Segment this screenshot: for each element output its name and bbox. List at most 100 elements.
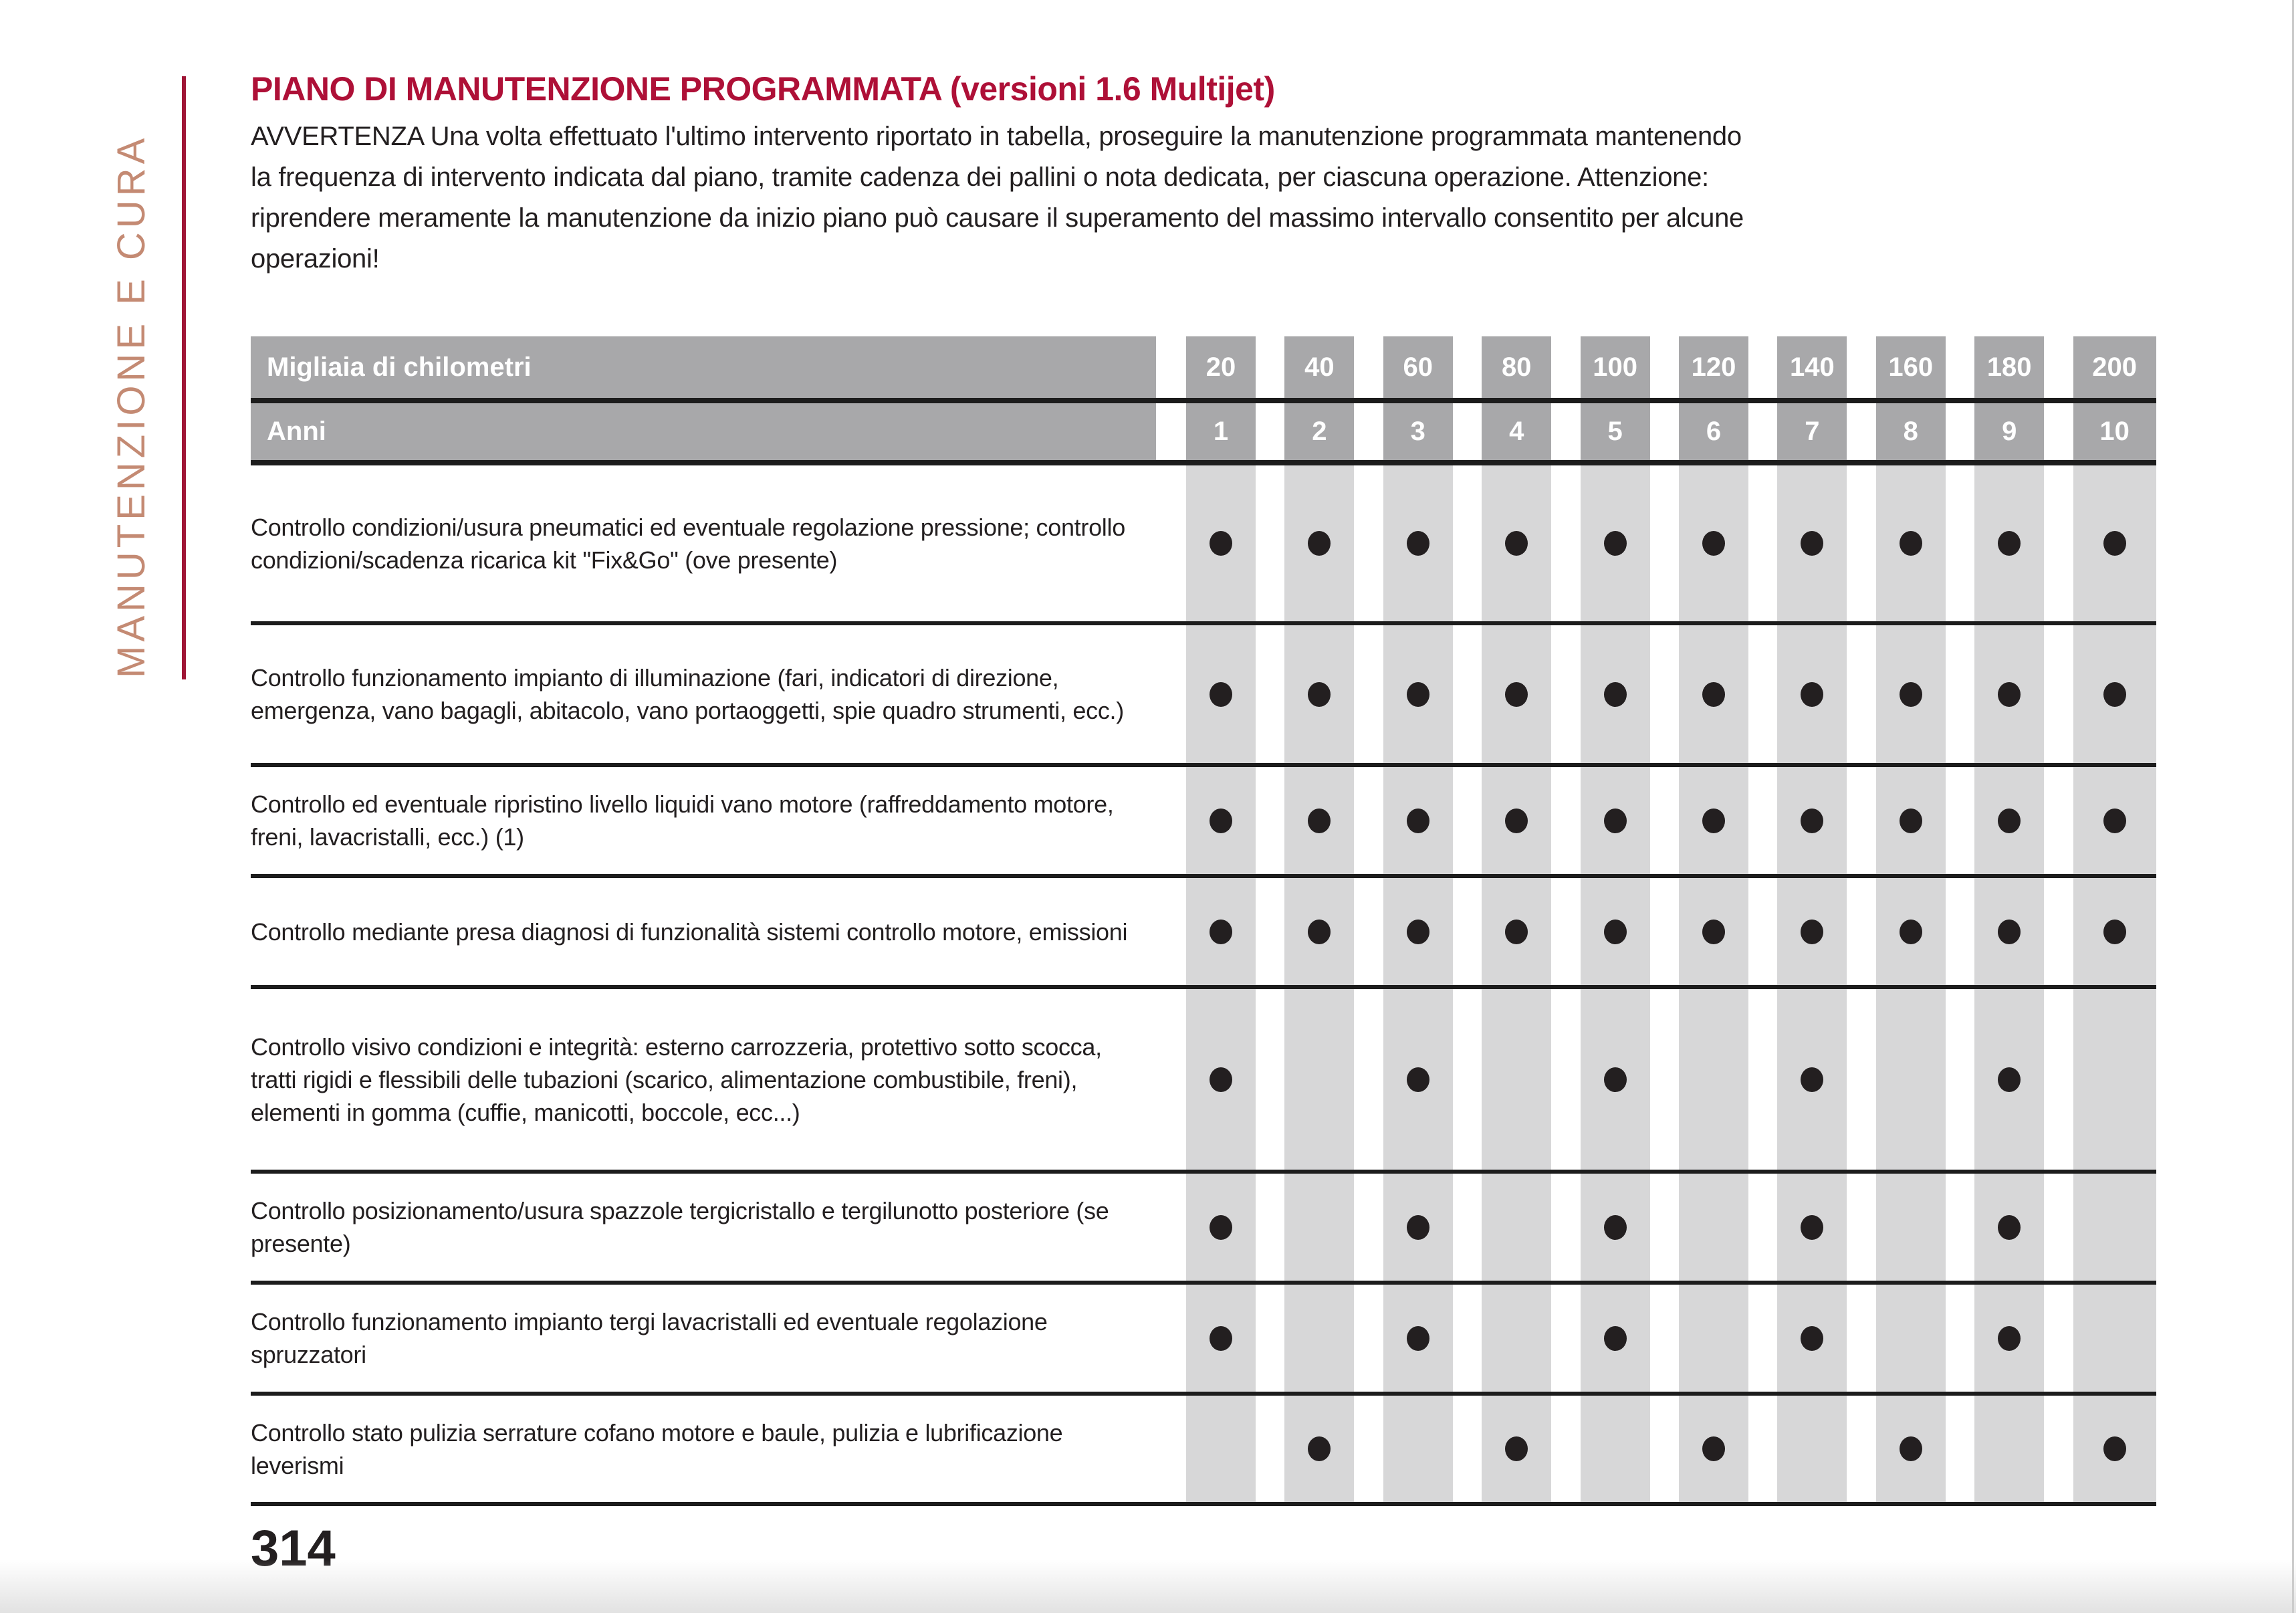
maintenance-dot [1406, 1214, 1429, 1240]
km-header-cell: 100 [1580, 336, 1650, 398]
warning-line: riprendere meramente la manutenzione da … [251, 203, 1744, 233]
maintenance-row-label: Controllo ed eventuale ripristino livell… [251, 790, 1114, 851]
page-right-edge [2292, 0, 2294, 1613]
maintenance-dot [1801, 808, 1824, 833]
year-header-cell: 1 [1186, 403, 1256, 460]
maintenance-dot [1505, 531, 1528, 556]
year-header-cell: 2 [1284, 403, 1355, 460]
maintenance-dot [1603, 1325, 1627, 1351]
maintenance-dot [1801, 919, 1824, 944]
maintenance-dot [1603, 1067, 1627, 1092]
page-title: PIANO DI MANUTENZIONE PROGRAMMATA (versi… [251, 70, 1275, 108]
maintenance-dot [1210, 1067, 1232, 1092]
table-body: Controllo condizioni/usura pneumatici ed… [251, 465, 2156, 1506]
maintenance-dot [1603, 681, 1627, 707]
maintenance-dot [1702, 919, 1725, 944]
maintenance-dot [1899, 531, 1922, 556]
maintenance-row-label: Controllo posizionamento/usura spazzole … [251, 1197, 1109, 1257]
year-header-cell: 4 [1482, 403, 1552, 460]
maintenance-dot [1998, 1067, 2021, 1092]
maintenance-dot [1406, 1325, 1429, 1351]
maintenance-dot [1702, 531, 1725, 556]
km-header-cell: 180 [1974, 336, 2045, 398]
year-header-cell: 6 [1679, 403, 1748, 460]
maintenance-dot [1210, 681, 1232, 707]
maintenance-row: Controllo condizioni/usura pneumatici ed… [251, 465, 2156, 625]
maintenance-dot [1899, 919, 1922, 944]
maintenance-dot [2103, 681, 2126, 707]
maintenance-dot [2103, 808, 2126, 833]
maintenance-dot [1505, 808, 1528, 833]
year-header-cell: 7 [1777, 403, 1847, 460]
year-header-cell: 3 [1383, 403, 1453, 460]
maintenance-dot [1801, 1067, 1824, 1092]
warning-line: operazioni! [251, 244, 380, 274]
maintenance-dot [1406, 681, 1429, 707]
km-header-cell: 200 [2073, 336, 2156, 398]
maintenance-row: Controllo visivo condizioni e integrità:… [251, 989, 2156, 1174]
sidebar-rule [182, 76, 186, 679]
maintenance-dot [1801, 1325, 1824, 1351]
maintenance-row-label: Controllo condizioni/usura pneumatici ed… [251, 513, 1125, 574]
maintenance-dot [1801, 681, 1824, 707]
maintenance-dot [1899, 681, 1922, 707]
maintenance-dot [1702, 808, 1725, 833]
maintenance-dot [1998, 919, 2021, 944]
km-header-cell: 140 [1777, 336, 1847, 398]
maintenance-dot [1406, 531, 1429, 556]
maintenance-dot [1505, 919, 1528, 944]
maintenance-dot [2103, 531, 2126, 556]
maintenance-dot [1308, 808, 1331, 833]
km-header-cell: 160 [1875, 336, 1946, 398]
maintenance-dot [1406, 1067, 1429, 1092]
km-header-cell: 60 [1383, 336, 1453, 398]
km-header-cell: 40 [1284, 336, 1355, 398]
section-sidebar-label: MANUTENZIONE E CURA [110, 134, 153, 678]
maintenance-row: Controllo funzionamento impianto di illu… [251, 625, 2156, 767]
warning-line: AVVERTENZA Una volta effettuato l'ultimo… [251, 122, 1742, 151]
maintenance-dot [1308, 681, 1331, 707]
maintenance-dot [1603, 1214, 1627, 1240]
maintenance-dot [1308, 531, 1331, 556]
maintenance-dot [1899, 1436, 1922, 1461]
maintenance-dot [1998, 808, 2021, 833]
maintenance-dot [1505, 681, 1528, 707]
maintenance-dot [1210, 919, 1232, 944]
maintenance-row-label: Controllo mediante presa diagnosi di fun… [251, 918, 1128, 946]
maintenance-dot [1998, 681, 2021, 707]
maintenance-dot [1998, 531, 2021, 556]
maintenance-dot [1210, 531, 1232, 556]
maintenance-dot [1210, 808, 1232, 833]
year-header-cell: 5 [1580, 403, 1650, 460]
maintenance-table: Migliaia di chilometri 20 40 60 80 100 120 140… [251, 336, 2156, 1506]
maintenance-row: Controllo funzionamento impianto tergi l… [251, 1285, 2156, 1396]
maintenance-dot [1406, 919, 1429, 944]
maintenance-dot [1603, 808, 1627, 833]
year-header-cell: 10 [2073, 403, 2156, 460]
maintenance-row: Controllo mediante presa diagnosi di fun… [251, 878, 2156, 989]
maintenance-dot [1505, 1436, 1528, 1461]
years-header-row: Anni 1 2 3 4 5 6 7 8 9 10 [251, 403, 2156, 465]
km-header-cell: 80 [1482, 336, 1552, 398]
km-header-cell: 20 [1186, 336, 1256, 398]
maintenance-row: Controllo ed eventuale ripristino livell… [251, 767, 2156, 878]
maintenance-row-label: Controllo funzionamento impianto di illu… [251, 664, 1124, 724]
km-header-row: Migliaia di chilometri 20 40 60 80 100 120 140… [251, 336, 2156, 403]
maintenance-row: Controllo stato pulizia serrature cofano… [251, 1396, 2156, 1506]
km-header-label: Migliaia di chilometri [251, 336, 1156, 398]
maintenance-dot [1899, 808, 1922, 833]
km-header-cell: 120 [1679, 336, 1748, 398]
maintenance-row-label: Controllo funzionamento impianto tergi l… [251, 1308, 1048, 1368]
maintenance-dot [1998, 1325, 2021, 1351]
warning-paragraph: AVVERTENZA Una volta effettuato l'ultimo… [251, 116, 1744, 280]
maintenance-dot [1308, 1436, 1331, 1461]
page-bottom-shadow [0, 1560, 2296, 1613]
maintenance-row: Controllo posizionamento/usura spazzole … [251, 1174, 2156, 1285]
maintenance-dot [1210, 1214, 1232, 1240]
maintenance-dot [1801, 1214, 1824, 1240]
maintenance-dot [1308, 919, 1331, 944]
maintenance-dot [1702, 1436, 1725, 1461]
maintenance-dot [1603, 531, 1627, 556]
maintenance-dot [1210, 1325, 1232, 1351]
